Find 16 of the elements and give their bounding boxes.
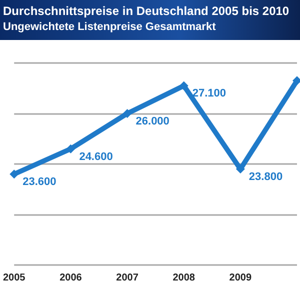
data-label: 24.600 [79,150,113,163]
data-label: 23.800 [248,171,283,184]
chart-title: Durchschnittspreise in Deutschland 2005 bis 2010 [3,4,290,18]
point [66,144,76,154]
x-tick-label: 2006 [60,272,82,284]
data-label: 23.600 [22,176,56,188]
x-tick-label: 2009 [229,272,252,284]
x-tick-label: 2007 [116,272,139,284]
x-tick-label: 2005 [3,272,26,284]
point [179,81,188,90]
chart-subtitle: Ungewichtete Listenpreise Gesamtmarkt [3,21,216,33]
point [122,109,132,118]
data-label: 26.000 [136,116,170,128]
x-tick-label: 2008 [172,272,196,284]
point [10,170,19,179]
data-label: 27.100 [192,88,226,100]
